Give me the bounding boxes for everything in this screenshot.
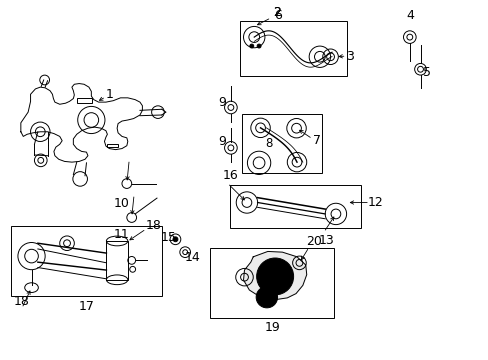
Text: 7: 7 xyxy=(313,134,321,147)
Text: 10: 10 xyxy=(114,197,130,210)
Text: 19: 19 xyxy=(264,321,280,334)
Bar xyxy=(107,144,118,147)
Text: 13: 13 xyxy=(318,234,333,247)
Ellipse shape xyxy=(173,237,178,242)
Polygon shape xyxy=(243,251,306,300)
Ellipse shape xyxy=(256,258,293,295)
Bar xyxy=(77,98,92,103)
Text: 18: 18 xyxy=(145,219,161,232)
Text: 15: 15 xyxy=(160,231,176,244)
Text: 12: 12 xyxy=(367,196,383,209)
Text: 4: 4 xyxy=(405,9,413,22)
Text: 20: 20 xyxy=(305,235,321,248)
Bar xyxy=(242,114,322,173)
Bar xyxy=(239,21,346,76)
Text: 8: 8 xyxy=(264,137,272,150)
Bar xyxy=(210,248,334,318)
Text: 17: 17 xyxy=(79,300,94,313)
Ellipse shape xyxy=(262,292,271,302)
Text: 3: 3 xyxy=(346,50,354,63)
Text: 2: 2 xyxy=(272,6,280,19)
Text: 16: 16 xyxy=(223,169,238,182)
Ellipse shape xyxy=(249,44,253,48)
Text: 5: 5 xyxy=(422,66,430,79)
Text: 9: 9 xyxy=(218,96,226,109)
Bar xyxy=(11,226,162,296)
Text: 6: 6 xyxy=(273,9,281,22)
Bar xyxy=(229,185,361,228)
Text: 11: 11 xyxy=(114,228,130,241)
Text: 14: 14 xyxy=(184,251,200,264)
Text: 9: 9 xyxy=(218,135,226,148)
Text: 1: 1 xyxy=(105,88,113,101)
Text: 2: 2 xyxy=(272,6,280,19)
Bar xyxy=(106,241,127,280)
Ellipse shape xyxy=(257,44,261,48)
Ellipse shape xyxy=(256,287,277,308)
Ellipse shape xyxy=(264,266,285,287)
Text: 18: 18 xyxy=(14,295,30,308)
